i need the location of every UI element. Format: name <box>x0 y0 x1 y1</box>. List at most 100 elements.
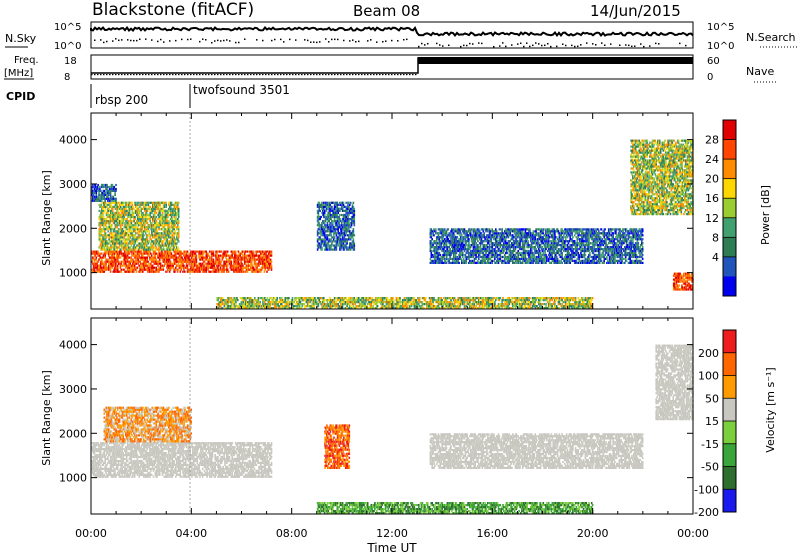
cpid-label: CPID <box>6 90 35 103</box>
heatmap-cell <box>258 270 260 273</box>
heatmap-cell <box>116 258 118 261</box>
heatmap-cell <box>322 220 324 223</box>
heatmap-cell <box>114 187 116 191</box>
heatmap-cell <box>336 228 339 231</box>
heatmap-cell <box>454 244 457 247</box>
heatmap-cell <box>333 218 336 221</box>
heatmap-cell <box>124 256 126 259</box>
heatmap-cell <box>452 236 455 239</box>
heatmap-cell <box>264 262 266 265</box>
heatmap-cell <box>159 213 161 217</box>
heatmap-cell <box>474 232 476 235</box>
heatmap-cell <box>253 270 256 273</box>
heatmap-cell <box>253 258 256 261</box>
heatmap-cell <box>437 257 440 260</box>
heatmap-cell <box>142 224 144 227</box>
heatmap-cell <box>119 248 121 251</box>
heatmap-cell <box>269 258 272 261</box>
heatmap-cell <box>177 224 179 227</box>
heatmap-cell <box>520 230 522 233</box>
heatmap-cell <box>141 242 143 245</box>
heatmap-cell <box>432 255 434 259</box>
heatmap-cell <box>323 205 325 208</box>
heatmap-cell <box>133 256 136 259</box>
heatmap-cell <box>140 234 142 237</box>
heatmap-cell <box>120 252 123 255</box>
heatmap-cell <box>93 189 96 192</box>
heatmap-cell <box>510 259 512 262</box>
heatmap-cell <box>323 211 326 215</box>
heatmap-cell <box>107 266 109 269</box>
heatmap-cell <box>470 255 473 259</box>
heatmap-cell <box>345 244 347 247</box>
heatmap-cell <box>133 244 135 247</box>
heatmap-cell <box>255 268 258 271</box>
heatmap-cell <box>223 252 225 255</box>
heatmap-cell <box>102 256 105 259</box>
heatmap-cell <box>256 266 258 269</box>
heatmap-cell <box>480 238 483 241</box>
heatmap-cell <box>102 270 105 273</box>
heatmap-cell <box>458 255 460 259</box>
heatmap-cell <box>322 207 324 210</box>
heatmap-cell <box>431 246 433 249</box>
heatmap-cell <box>200 254 202 257</box>
heatmap-cell <box>163 203 166 206</box>
heatmap-cell <box>94 189 97 192</box>
heatmap-cell <box>456 246 459 249</box>
heatmap-cell <box>521 253 523 257</box>
heatmap-cell <box>170 211 173 215</box>
heatmap-cell <box>119 270 122 273</box>
heatmap-cell <box>162 207 165 210</box>
heatmap-cell <box>157 207 159 210</box>
heatmap-cell <box>448 242 450 245</box>
heatmap-cell <box>107 201 109 204</box>
heatmap-cell <box>144 211 147 215</box>
heatmap-cell <box>441 259 443 262</box>
heatmap-cell <box>192 254 195 257</box>
heatmap-cell <box>483 259 485 262</box>
heatmap-cell <box>475 251 477 255</box>
heatmap-cell <box>430 228 433 231</box>
heatmap-cell <box>190 270 192 273</box>
heatmap-cell <box>91 195 94 198</box>
heatmap-cell <box>104 254 106 257</box>
heatmap-cell <box>434 240 436 243</box>
heatmap-cell <box>179 264 182 267</box>
heatmap-cell <box>133 236 135 239</box>
heatmap-cell <box>479 236 482 239</box>
heatmap-cell <box>321 205 323 208</box>
heatmap-cell <box>485 236 487 239</box>
heatmap-cell <box>136 222 139 225</box>
heatmap-cell <box>154 244 157 247</box>
heatmap-cell <box>348 246 350 249</box>
heatmap-cell <box>99 264 101 267</box>
heatmap-cell <box>477 255 479 259</box>
heatmap-cell <box>239 264 241 267</box>
heatmap-cell <box>106 222 109 225</box>
heatmap-cell <box>461 242 463 245</box>
heatmap-cell <box>154 238 157 241</box>
heatmap-cell <box>351 215 354 219</box>
heatmap-cell <box>104 193 106 196</box>
heatmap-cell <box>103 234 106 237</box>
heatmap-cell <box>518 251 520 255</box>
heatmap-cell <box>221 270 224 273</box>
heatmap-cell <box>442 255 444 259</box>
heatmap-cell <box>105 240 108 243</box>
heatmap-cell <box>541 240 544 243</box>
heatmap-cell <box>433 230 435 233</box>
heatmap-cell <box>210 250 213 253</box>
heatmap-cell <box>461 249 463 253</box>
heatmap-cell <box>108 191 110 194</box>
heatmap-cell <box>348 220 350 223</box>
heatmap-cell <box>123 222 126 225</box>
heatmap-cell <box>132 240 134 243</box>
heatmap-cell <box>347 218 349 221</box>
heatmap-cell <box>127 201 129 204</box>
heatmap-cell <box>455 261 458 264</box>
heatmap-cell <box>429 228 432 231</box>
heatmap-cell <box>259 256 261 259</box>
heatmap-cell <box>166 250 168 253</box>
heatmap-cell <box>114 203 117 206</box>
